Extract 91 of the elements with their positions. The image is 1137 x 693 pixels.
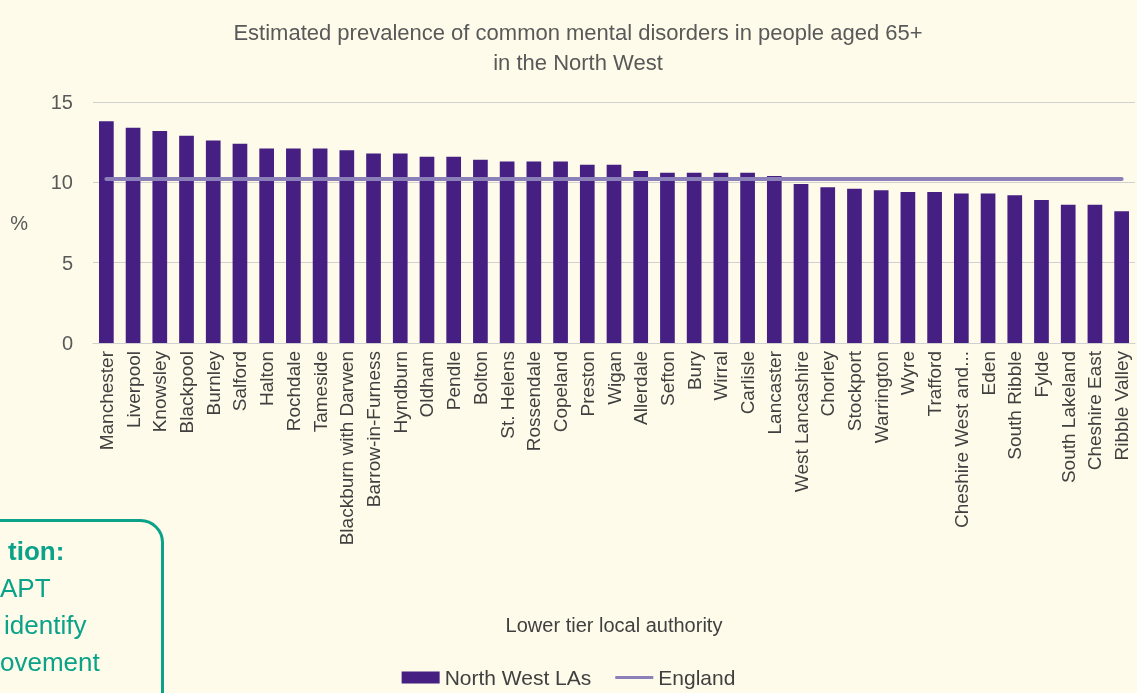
x-tick-label: Cheshire East bbox=[1084, 350, 1106, 471]
bar bbox=[766, 175, 782, 343]
x-tick-label: Tameside bbox=[309, 351, 331, 433]
x-tick-label: Burnley bbox=[202, 350, 224, 416]
bar bbox=[847, 188, 862, 343]
x-tick-label: Carlisle bbox=[737, 351, 759, 415]
bar bbox=[125, 127, 141, 343]
text: ovement bbox=[0, 647, 101, 677]
x-tick-label: Rochdale bbox=[282, 351, 304, 432]
bar bbox=[660, 172, 675, 343]
x-axis-title: Lower tier local authority bbox=[505, 614, 723, 636]
x-tick-label: Preston bbox=[576, 351, 598, 417]
bar bbox=[953, 193, 969, 343]
y-tick-label: 10 bbox=[50, 171, 73, 194]
x-tick-label: Fylde bbox=[1030, 351, 1052, 398]
bar bbox=[553, 161, 568, 343]
x-tick-label: Warrington bbox=[870, 351, 892, 444]
bar bbox=[1007, 195, 1023, 343]
bar bbox=[526, 161, 542, 343]
bar bbox=[499, 161, 515, 343]
bar bbox=[312, 148, 328, 343]
bar bbox=[1060, 204, 1076, 343]
x-tick-label: Blackpool bbox=[176, 351, 198, 434]
bar bbox=[419, 156, 435, 343]
y-tick-label: 0 bbox=[61, 332, 73, 354]
bar bbox=[99, 121, 114, 343]
bar bbox=[286, 148, 301, 343]
x-tick-label: St. Helens bbox=[496, 351, 518, 439]
text: tion: bbox=[8, 536, 65, 566]
bar bbox=[232, 143, 248, 343]
y-tick-label: 15 bbox=[50, 91, 73, 113]
x-tick-label: Manchester bbox=[95, 350, 117, 451]
bar bbox=[633, 171, 649, 343]
x-tick-label: Copeland bbox=[550, 351, 572, 433]
x-tick-label: South Ribble bbox=[1004, 351, 1026, 460]
bar bbox=[740, 172, 755, 343]
x-tick-label: Rossendale bbox=[523, 351, 545, 452]
x-tick-label: South Lakeland bbox=[1057, 351, 1079, 484]
x-tick-label: Allerdale bbox=[630, 351, 652, 425]
bar bbox=[1114, 211, 1129, 343]
x-tick-label: Barrow-in-Furness bbox=[363, 351, 385, 508]
bar bbox=[579, 164, 595, 343]
bar bbox=[446, 156, 462, 343]
x-tick-label: Wyre bbox=[897, 351, 919, 396]
x-tick-label: Sefton bbox=[656, 351, 678, 406]
legend-label: North West LAs bbox=[444, 666, 592, 689]
bar bbox=[366, 153, 381, 343]
bar bbox=[152, 130, 168, 343]
y-tick-label: 5 bbox=[61, 251, 73, 274]
x-tick-label: Trafford bbox=[924, 351, 946, 417]
x-tick-label: Pendle bbox=[443, 351, 465, 411]
bar bbox=[900, 191, 916, 343]
bar bbox=[392, 153, 408, 343]
x-tick-label: Wigan bbox=[603, 351, 625, 405]
x-tick-label: Stockport bbox=[843, 350, 865, 432]
bar bbox=[927, 191, 942, 343]
bar bbox=[793, 183, 809, 343]
x-tick-label: Bolton bbox=[469, 351, 491, 405]
bar bbox=[1087, 204, 1103, 343]
bar bbox=[179, 135, 194, 343]
x-tick-label: West Lancashire bbox=[790, 351, 812, 493]
bar bbox=[713, 172, 729, 343]
bar bbox=[205, 140, 221, 343]
bar bbox=[686, 172, 702, 343]
bar bbox=[873, 190, 889, 343]
bar bbox=[606, 164, 622, 343]
bar bbox=[259, 148, 275, 343]
x-tick-label: Bury bbox=[683, 350, 705, 391]
bar bbox=[820, 187, 836, 343]
x-tick-label: Blackburn with Darwen bbox=[336, 351, 358, 546]
x-tick-label: Cheshire West and... bbox=[950, 351, 972, 529]
x-tick-label: Ribble Valley bbox=[1111, 350, 1133, 461]
x-tick-label: Eden bbox=[977, 351, 999, 396]
bar bbox=[339, 150, 355, 343]
bar bbox=[473, 159, 488, 343]
x-tick-label: Liverpool bbox=[122, 351, 144, 429]
bar bbox=[980, 193, 996, 343]
text: identify bbox=[4, 610, 87, 640]
x-tick-label: Oldham bbox=[416, 351, 438, 418]
text: APT bbox=[0, 573, 51, 603]
x-tick-label: Halton bbox=[256, 351, 278, 406]
x-tick-label: Knowsley bbox=[149, 350, 171, 433]
y-axis-title: % bbox=[10, 211, 29, 234]
x-tick-label: Chorley bbox=[817, 350, 839, 417]
x-tick-label: Wirral bbox=[710, 351, 732, 401]
legend-label: England bbox=[658, 666, 736, 689]
x-tick-label: Salford bbox=[229, 351, 251, 412]
chart-title: Estimated prevalence of common mental disorders in people aged 65+ in the North West bbox=[233, 19, 923, 75]
x-tick-label: Hyndburn bbox=[389, 351, 411, 434]
x-tick-label: Lancaster bbox=[763, 350, 785, 435]
bar bbox=[1034, 200, 1049, 343]
